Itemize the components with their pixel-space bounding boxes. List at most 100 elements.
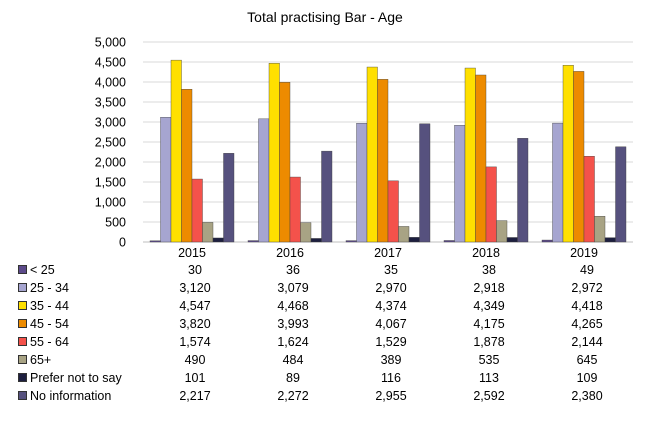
y-tick-label: 4,000	[95, 76, 126, 90]
y-tick-label: 1,000	[95, 196, 126, 210]
bar	[321, 150, 333, 243]
series-name: Prefer not to say	[30, 371, 122, 385]
series-name: < 25	[30, 263, 55, 277]
bar	[377, 79, 389, 243]
data-value: 4,418	[571, 299, 603, 313]
bar	[583, 156, 595, 243]
bar	[366, 66, 378, 243]
data-value: 30	[188, 263, 202, 277]
bar	[408, 237, 420, 243]
data-value: 4,349	[473, 299, 505, 313]
data-value: 38	[482, 263, 496, 277]
bar	[398, 226, 410, 243]
bar	[594, 215, 606, 243]
data-value: 3,993	[277, 317, 309, 331]
bar	[541, 239, 553, 243]
data-value: 2,144	[571, 335, 603, 349]
data-value: 2,918	[473, 281, 505, 295]
bar	[160, 116, 172, 243]
category-label: 2017	[374, 246, 402, 260]
y-tick-label: 3,000	[95, 116, 126, 130]
legend-swatch	[18, 283, 27, 292]
legend-swatch	[18, 373, 27, 382]
data-value: 484	[282, 353, 304, 367]
data-value: 2,592	[473, 389, 505, 403]
data-table-row: 25 - 34 3,120 3,079 2,970 2,918 2,972	[18, 279, 636, 297]
bar	[170, 59, 182, 243]
legend-swatch	[18, 355, 27, 364]
data-value: 35	[384, 263, 398, 277]
data-table: < 25 30 36 35 38 49 25 - 34 3,120 3,079 2,970 2,91…	[18, 261, 636, 405]
category-label: 2018	[472, 246, 500, 260]
data-table-row: 35 - 44 4,547 4,468 4,374 4,349 4,418	[18, 297, 636, 315]
data-table-row: Prefer not to say 101 89 116 113 109	[18, 369, 636, 387]
data-value: 1,574	[179, 335, 211, 349]
bar	[464, 67, 476, 243]
bars	[149, 59, 627, 243]
bar	[573, 71, 585, 243]
series-label: 35 - 44	[18, 297, 146, 315]
data-value: 2,955	[375, 389, 407, 403]
category-label: 2019	[570, 246, 598, 260]
category-label: 2015	[178, 246, 206, 260]
bar	[212, 237, 224, 243]
data-value: 2,272	[277, 389, 309, 403]
series-label: Prefer not to say	[18, 369, 146, 387]
data-table-row: < 25 30 36 35 38 49	[18, 261, 636, 279]
data-value: 3,079	[277, 281, 309, 295]
y-tick-label: 0	[119, 236, 126, 250]
bar	[300, 222, 312, 243]
y-tick-label: 500	[105, 216, 126, 230]
data-value: 4,547	[179, 299, 211, 313]
y-axis-ticks: 0 500 1,000 1,500 2,000 2,500 3,000 3,500 4,000 4…	[95, 36, 126, 250]
series-name: 25 - 34	[30, 281, 69, 295]
bar	[310, 238, 322, 243]
bar	[615, 146, 627, 243]
data-table-row: 65+ 490 484 389 535 645	[18, 351, 636, 369]
data-value: 101	[184, 371, 206, 385]
bar	[345, 240, 357, 243]
bar	[604, 237, 616, 243]
data-value: 3,120	[179, 281, 211, 295]
series-label: 55 - 64	[18, 333, 146, 351]
data-value: 3,820	[179, 317, 211, 331]
legend-swatch	[18, 301, 27, 310]
bar	[191, 178, 203, 243]
category-label: 2016	[276, 246, 304, 260]
series-label: 25 - 34	[18, 279, 146, 297]
data-value: 4,067	[375, 317, 407, 331]
chart-title: Total practising Bar - Age	[247, 9, 403, 25]
bar	[552, 122, 564, 243]
data-value: 389	[380, 353, 402, 367]
data-value: 116	[381, 371, 401, 385]
legend-swatch	[18, 265, 27, 274]
y-tick-label: 3,500	[95, 96, 126, 110]
bar	[454, 125, 466, 243]
bar-chart: 0 500 1,000 1,500 2,000 2,500 3,000 3,500 4,000 4…	[95, 36, 633, 260]
bar	[419, 123, 431, 243]
series-label: 45 - 54	[18, 315, 146, 333]
bar	[279, 82, 291, 243]
bar	[517, 138, 529, 243]
data-value: 4,265	[571, 317, 603, 331]
legend-swatch	[18, 337, 27, 346]
bar	[387, 180, 399, 243]
data-value: 1,624	[277, 335, 309, 349]
data-value: 2,217	[179, 389, 211, 403]
y-tick-label: 5,000	[95, 36, 126, 50]
data-value: 535	[478, 353, 500, 367]
series-name: 35 - 44	[30, 299, 69, 313]
data-value: 49	[580, 263, 594, 277]
bar	[289, 176, 301, 243]
bar	[506, 237, 518, 243]
y-tick-label: 2,500	[95, 136, 126, 150]
data-table-row: 55 - 64 1,574 1,624 1,529 1,878 2,144	[18, 333, 636, 351]
data-value: 645	[576, 353, 598, 367]
series-label: No information	[18, 387, 146, 405]
bar	[223, 153, 235, 243]
bar	[562, 65, 574, 243]
bar	[443, 240, 455, 243]
x-axis-categories: 2015 2016 2017 2018 2019	[178, 246, 598, 260]
data-table-row: No information 2,217 2,272 2,955 2,592 2,380	[18, 387, 636, 405]
series-label: < 25	[18, 261, 146, 279]
